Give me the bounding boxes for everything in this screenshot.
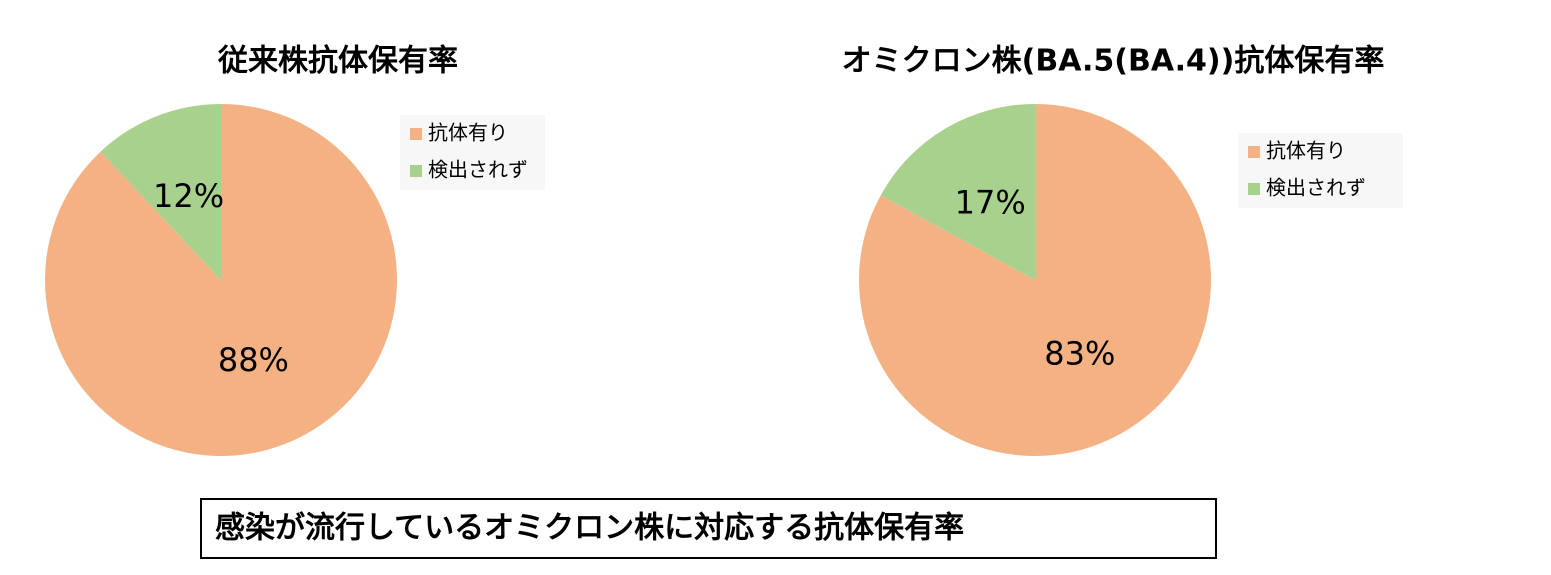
legend-label: 検出されず (1266, 176, 1366, 200)
pie-slice (859, 104, 1212, 456)
data-label: 88% (218, 341, 289, 379)
legend-label: 抗体有り (428, 121, 508, 145)
legend-label: 検出されず (428, 158, 528, 182)
pie-slice (880, 104, 1035, 280)
data-label: 12% (153, 177, 224, 215)
caption-box (200, 498, 1217, 559)
legend-swatch (1248, 146, 1260, 158)
legend-box (400, 115, 545, 190)
chart-title: オミクロン株(BA.5(BA.4))抗体保有率 (842, 44, 1385, 79)
legend-swatch (410, 128, 422, 140)
caption: 感染が流行しているオミクロン株に対応する抗体保有率 (215, 511, 964, 546)
legend-swatch (410, 165, 422, 177)
pie-slice (44, 104, 397, 457)
data-label: 83% (1044, 335, 1115, 373)
legend-box (1238, 133, 1403, 208)
chart-title: 従来株抗体保有率 (217, 44, 458, 79)
legend-swatch (1248, 183, 1260, 195)
pie-slice (100, 104, 221, 280)
data-label: 17% (955, 183, 1026, 221)
legend-label: 抗体有り (1266, 139, 1346, 163)
